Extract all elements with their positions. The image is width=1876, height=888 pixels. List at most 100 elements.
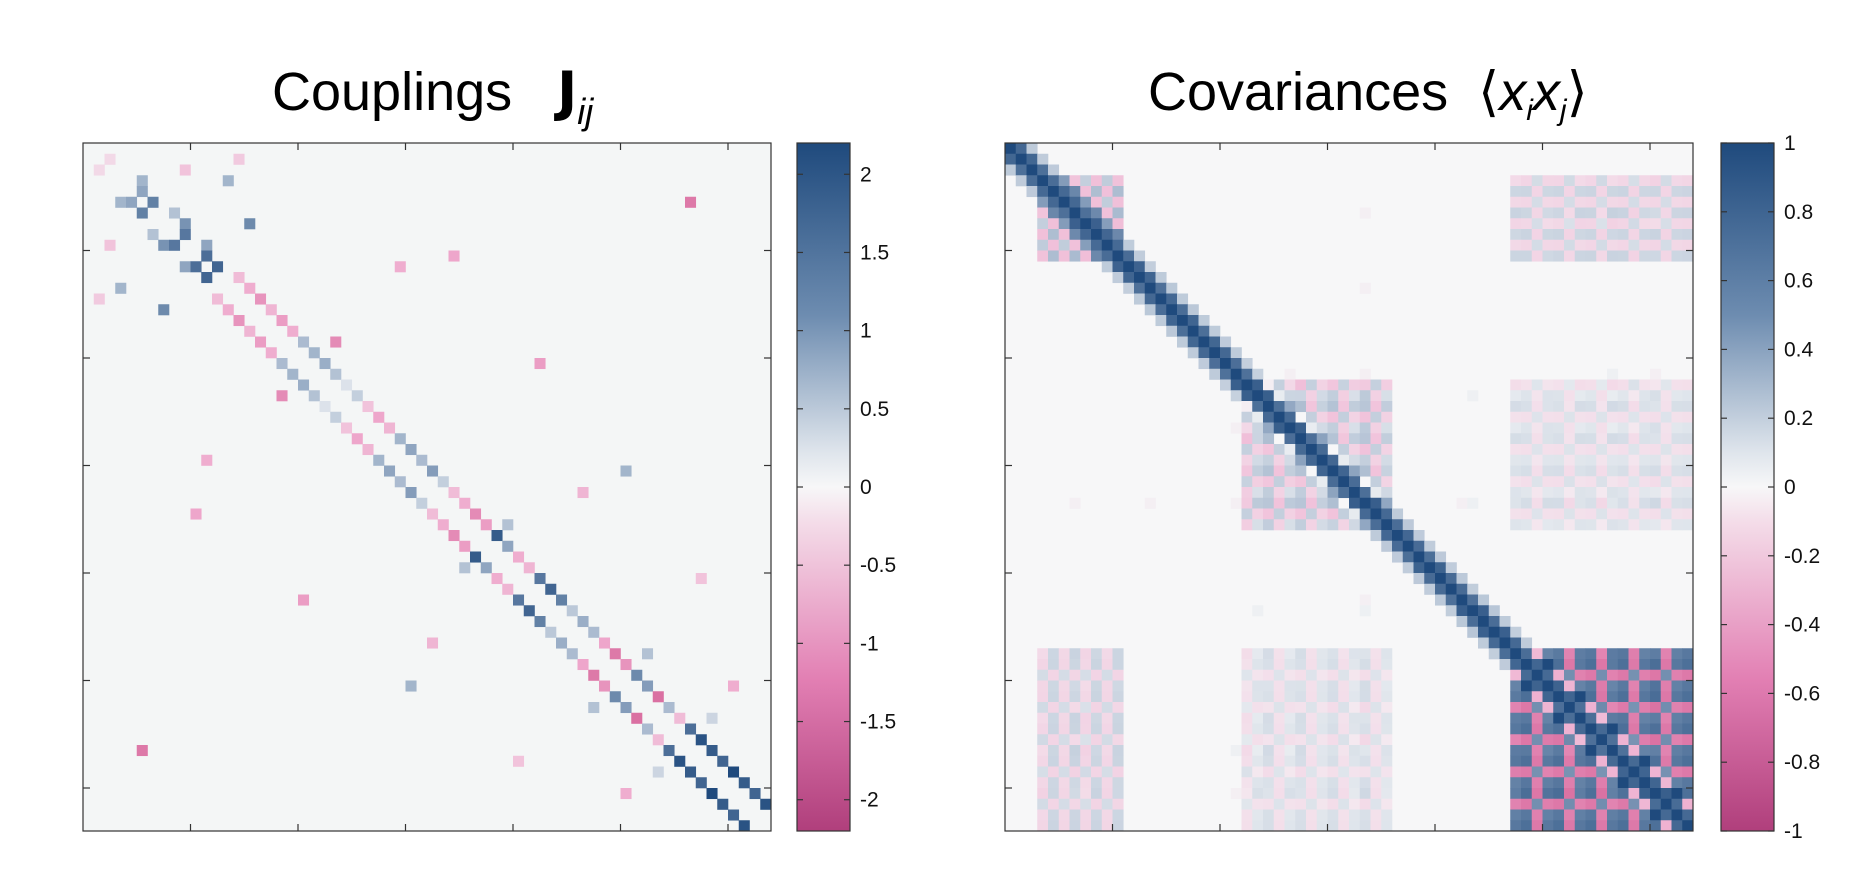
heatmap-cell (1284, 401, 1296, 413)
heatmap-cell (1359, 745, 1371, 757)
heatmap-cell (1467, 616, 1479, 628)
heatmap-cell (1359, 594, 1371, 606)
heatmap-cell (1359, 487, 1371, 499)
heatmap-cell (1241, 691, 1253, 703)
heatmap-cell (1080, 229, 1092, 241)
heatmap-cell (1596, 411, 1608, 423)
heatmap-cell (1650, 809, 1662, 821)
heatmap-cell (1671, 648, 1683, 660)
heatmap-cell (1295, 422, 1307, 434)
heatmap-cell (1155, 315, 1167, 327)
heatmap-cell (448, 487, 460, 499)
heatmap-cell (136, 207, 148, 219)
heatmap-cell (394, 476, 406, 488)
colorbar-tick-label: -0.2 (1784, 545, 1820, 568)
heatmap-cell (1531, 755, 1543, 767)
heatmap-cell (1381, 487, 1393, 499)
heatmap-cell (1596, 454, 1608, 466)
heatmap-cell (362, 401, 374, 413)
heatmap-cell (1316, 669, 1328, 681)
heatmap-cell (1650, 798, 1662, 810)
heatmap-cell (1660, 239, 1672, 251)
heatmap-cell (1585, 239, 1597, 251)
heatmap-cell (1177, 336, 1189, 348)
heatmap-cell (1112, 218, 1124, 230)
heatmap-cell (1370, 454, 1382, 466)
heatmap-cell (1101, 196, 1113, 208)
heatmap-cell (1521, 218, 1533, 230)
heatmap-cell (1682, 659, 1694, 671)
heatmap-cell (1295, 809, 1307, 821)
heatmap-cell (545, 626, 557, 638)
heatmap-cell (1263, 659, 1275, 671)
heatmap-cell (1650, 368, 1662, 380)
heatmap-cell (1574, 519, 1586, 531)
heatmap-cell (1617, 444, 1629, 456)
covariances-title-math: ⟨xixj⟩ (1478, 62, 1588, 127)
heatmap-cell (674, 755, 686, 767)
heatmap-cell (1392, 540, 1404, 552)
heatmap-cell (1671, 820, 1683, 832)
heatmap-cell (1585, 422, 1597, 434)
heatmap-cell (1510, 766, 1522, 778)
heatmap-cell (1596, 659, 1608, 671)
heatmap-cell (1650, 519, 1662, 531)
heatmap-cell (1338, 444, 1350, 456)
heatmap-cell (1392, 530, 1404, 542)
heatmap-cell (1209, 347, 1221, 359)
heatmap-cell (1252, 508, 1264, 520)
heatmap-cell (1080, 702, 1092, 714)
heatmap-cell (1531, 519, 1543, 531)
heatmap-cell (1521, 379, 1533, 391)
heatmap-cell (1650, 820, 1662, 832)
heatmap-cell (1531, 648, 1543, 660)
heatmap-cell (1338, 465, 1350, 477)
heatmap-cell (1564, 669, 1576, 681)
heatmap-cell (1564, 433, 1576, 445)
heatmap-cell (1671, 218, 1683, 230)
heatmap-cell (1101, 766, 1113, 778)
heatmap-cell (1306, 766, 1318, 778)
heatmap-cell (1585, 680, 1597, 692)
heatmap-cell (1628, 218, 1640, 230)
heatmap-cell (1349, 766, 1361, 778)
heatmap-cell (1585, 497, 1597, 509)
heatmap-cell (1553, 702, 1565, 714)
heatmap-cell (1263, 422, 1275, 434)
heatmap-cell (1607, 519, 1619, 531)
heatmap-cell (1026, 164, 1038, 176)
heatmap-cell (695, 734, 707, 746)
heatmap-cell (1531, 702, 1543, 714)
heatmap-cell (1553, 659, 1565, 671)
heatmap-cell (1241, 411, 1253, 423)
heatmap-cell (1456, 583, 1468, 595)
heatmap-cell (1370, 433, 1382, 445)
heatmap-cell (1671, 250, 1683, 262)
heatmap-cell (1510, 519, 1522, 531)
heatmap-cell (1338, 379, 1350, 391)
heatmap-cell (728, 680, 740, 692)
heatmap-cell (1435, 562, 1447, 574)
heatmap-cell (1574, 648, 1586, 660)
heatmap-cell (1349, 820, 1361, 832)
heatmap-cell (1660, 379, 1672, 391)
heatmap-cell (1531, 745, 1543, 757)
heatmap-cell (1252, 809, 1264, 821)
heatmap-cell (1048, 712, 1060, 724)
heatmap-cell (599, 637, 611, 649)
heatmap-cell (1241, 433, 1253, 445)
heatmap-cell (1144, 293, 1156, 305)
heatmap-cell (1101, 755, 1113, 767)
heatmap-cell (1037, 798, 1049, 810)
heatmap-cell (1660, 777, 1672, 789)
heatmap-cell (1510, 626, 1522, 638)
heatmap-cell (1467, 626, 1479, 638)
heatmap-cell (1370, 798, 1382, 810)
heatmap-cell (1574, 444, 1586, 456)
heatmap-cell (1628, 723, 1640, 735)
heatmap-cell (1574, 229, 1586, 241)
heatmap-cell (1488, 637, 1500, 649)
heatmap-cell (1284, 487, 1296, 499)
heatmap-cell (351, 433, 363, 445)
heatmap-cell (1037, 669, 1049, 681)
